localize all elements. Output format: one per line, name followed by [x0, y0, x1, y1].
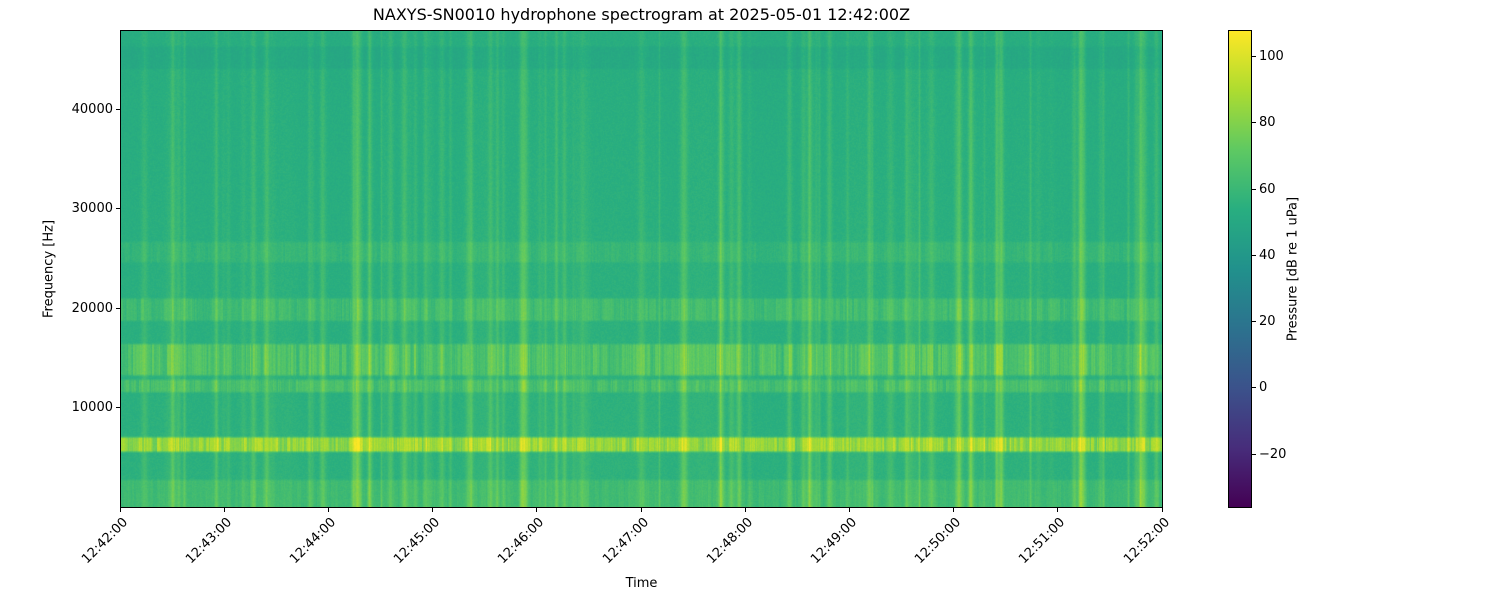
x-tick-mark	[119, 508, 121, 512]
x-tick-label: 12:44:00	[287, 515, 340, 567]
colorbar-tick-mark	[1252, 56, 1256, 57]
x-tick-mark	[327, 508, 329, 512]
colorbar-label: Pressure [dB re 1 uPa]	[1285, 196, 1301, 342]
x-tick-mark	[1057, 508, 1059, 512]
spectrogram-canvas	[121, 31, 1162, 507]
y-tick-label: 40000	[71, 102, 113, 117]
y-tick-label: 20000	[71, 300, 113, 316]
colorbar	[1228, 30, 1252, 508]
x-tick-label: 12:49:00	[808, 515, 861, 567]
x-tick-mark	[223, 508, 225, 512]
y-tick-mark	[116, 109, 120, 110]
x-tick-label: 12:45:00	[391, 515, 444, 567]
colorbar-tick-label: 80	[1259, 115, 1276, 131]
colorbar-tick-label: 100	[1259, 49, 1284, 64]
colorbar-tick-label: 0	[1259, 380, 1268, 396]
y-tick-label: 10000	[71, 400, 113, 416]
colorbar-tick-label: 20	[1259, 314, 1276, 329]
x-tick-label: 12:47:00	[599, 515, 652, 567]
colorbar-tick-mark	[1252, 387, 1256, 389]
colorbar-tick-mark	[1252, 254, 1256, 256]
x-tick-mark	[536, 508, 538, 512]
y-tick-label: 30000	[71, 201, 113, 217]
x-tick-label: 12:51:00	[1016, 515, 1069, 567]
x-tick-label: 12:52:00	[1120, 515, 1173, 567]
colorbar-tick-mark	[1252, 453, 1256, 455]
y-tick-mark	[116, 407, 120, 409]
y-tick-mark	[116, 208, 120, 210]
x-axis-label: Time	[625, 576, 658, 591]
x-tick-mark	[953, 508, 955, 512]
colorbar-tick-mark	[1252, 188, 1256, 190]
x-tick-mark	[432, 508, 434, 512]
colorbar-tick-label: −20	[1259, 446, 1287, 462]
colorbar-tick-label: 60	[1259, 181, 1276, 197]
x-tick-mark	[640, 508, 642, 512]
x-tick-mark	[848, 508, 850, 512]
chart-title: NAXYS-SN0010 hydrophone spectrogram at 2…	[372, 5, 911, 24]
colorbar-tick-mark	[1252, 122, 1256, 124]
x-tick-label: 12:48:00	[703, 515, 756, 567]
x-tick-label: 12:46:00	[495, 515, 548, 567]
x-tick-mark	[744, 508, 746, 512]
plot-area	[120, 30, 1163, 508]
colorbar-tick-label: 40	[1259, 247, 1276, 263]
y-tick-mark	[116, 307, 120, 309]
colorbar-tick-mark	[1252, 321, 1256, 322]
x-tick-label: 12:50:00	[912, 515, 965, 567]
x-tick-label: 12:42:00	[78, 515, 131, 567]
x-tick-label: 12:43:00	[182, 515, 235, 567]
x-tick-mark	[1161, 508, 1163, 512]
